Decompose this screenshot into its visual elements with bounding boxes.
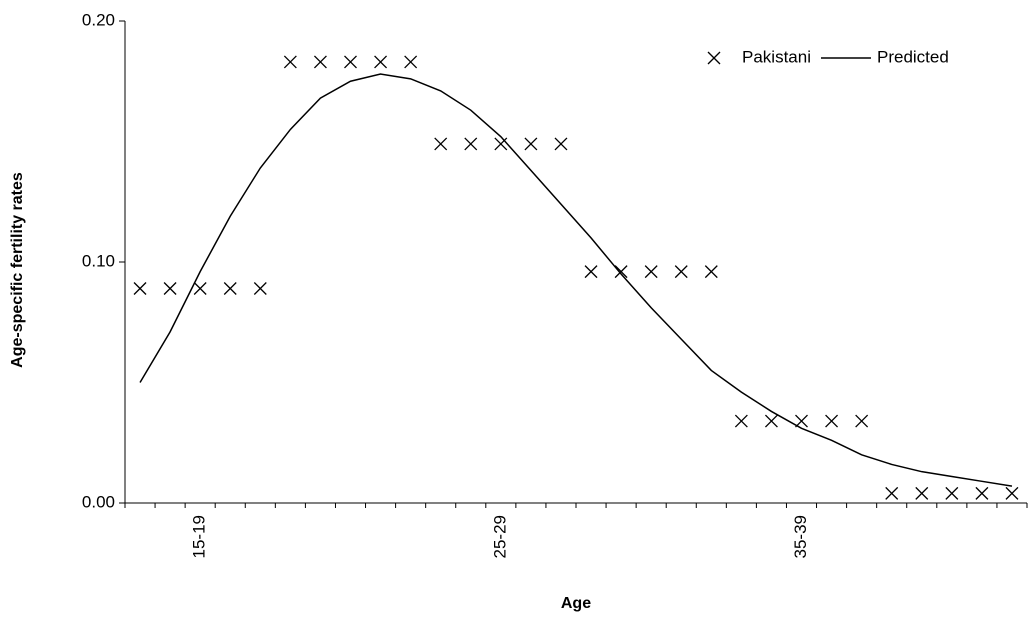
marker-stroke: [133, 282, 147, 295]
marker-stroke: [825, 414, 839, 428]
data-point: [674, 265, 688, 279]
marker-stroke: [795, 414, 808, 428]
marker-stroke: [313, 55, 327, 69]
data-point: [193, 282, 207, 295]
data-point: [825, 414, 839, 428]
data-point: [253, 282, 267, 295]
data-point: [163, 282, 177, 295]
data-point: [494, 137, 508, 151]
series-line: [139, 73, 1013, 487]
marker-stroke: [193, 282, 207, 295]
marker-stroke: [707, 51, 721, 65]
data-point: [734, 414, 748, 428]
legend-label: Pakistani: [742, 47, 811, 66]
x-tick-label: 25-29: [490, 515, 509, 558]
data-point: [434, 137, 448, 151]
data-point: [885, 486, 899, 500]
data-point: [554, 137, 568, 151]
marker-stroke: [704, 265, 718, 279]
data-point: [374, 55, 388, 69]
marker-stroke: [734, 414, 748, 428]
marker-stroke: [283, 55, 297, 69]
marker-stroke: [674, 265, 688, 279]
y-axis-label: Age-specific fertility rates: [9, 172, 26, 368]
y-tick-label: 0.00: [82, 492, 115, 511]
x-tick-label: 15-19: [190, 515, 209, 558]
data-point: [344, 55, 357, 69]
data-point: [644, 265, 658, 279]
marker-stroke: [915, 486, 929, 500]
legend-label: Predicted: [877, 47, 949, 66]
data-point: [404, 55, 418, 69]
data-point: [704, 265, 718, 279]
data-point: [223, 282, 237, 295]
marker-stroke: [524, 137, 538, 151]
marker-stroke: [223, 282, 237, 295]
data-point: [945, 486, 959, 500]
marker-stroke: [975, 486, 989, 500]
y-tick-label: 0.20: [82, 10, 115, 29]
data-point: [524, 137, 538, 151]
data-point: [975, 486, 989, 500]
marker-stroke: [374, 55, 388, 69]
marker-stroke: [434, 137, 448, 151]
marker-stroke: [644, 265, 658, 279]
marker-stroke: [404, 55, 418, 69]
marker-stroke: [253, 282, 267, 295]
data-point: [1005, 486, 1019, 500]
marker-stroke: [764, 414, 778, 428]
data-point: [133, 282, 147, 295]
marker-stroke: [554, 137, 568, 151]
data-point: [795, 414, 808, 428]
data-point: [764, 414, 778, 428]
marker-stroke: [584, 265, 598, 279]
data-point: [283, 55, 297, 69]
data-point: [614, 265, 628, 279]
marker-stroke: [163, 282, 177, 295]
y-tick-label: 0.10: [82, 251, 115, 270]
x-axis-label: Age: [561, 595, 591, 612]
marker-stroke: [1005, 486, 1019, 500]
data-point: [915, 486, 929, 500]
data-point: [855, 414, 869, 428]
data-point: [584, 265, 598, 279]
data-point: [464, 137, 478, 151]
marker-stroke: [885, 486, 899, 500]
marker-stroke: [855, 414, 869, 428]
marker-stroke: [494, 137, 508, 151]
data-point: [313, 55, 327, 69]
marker-stroke: [614, 265, 628, 279]
marker-stroke: [945, 486, 959, 500]
legend-symbol: [707, 51, 721, 65]
marker-stroke: [464, 137, 478, 151]
x-tick-label: 35-39: [791, 515, 810, 558]
marker-stroke: [344, 55, 357, 69]
